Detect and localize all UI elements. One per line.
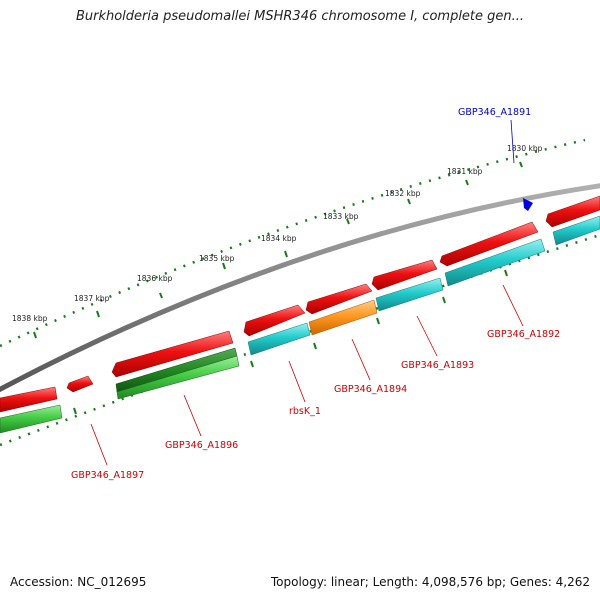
tick-label: 1836 kbp: [137, 274, 173, 283]
cds-feature[interactable]: [444, 238, 546, 287]
cds-feature[interactable]: [552, 215, 600, 246]
gene-feature[interactable]: [66, 375, 94, 393]
tick-label: 1830 kbp: [507, 144, 543, 153]
ruler-track: [0, 138, 586, 348]
gene-label[interactable]: GBP346_A1892: [487, 329, 560, 340]
tick-label: 1834 kbp: [261, 234, 297, 243]
cds-track: [0, 215, 600, 434]
tick-label: 1831 kbp: [447, 167, 483, 176]
cds-feature[interactable]: [0, 404, 63, 434]
cds-feature[interactable]: [375, 277, 444, 312]
gene-track: [0, 195, 600, 413]
cds-feature[interactable]: [116, 355, 240, 400]
gene-feature[interactable]: [545, 195, 600, 228]
map-title: Burkholderia pseudomallei MSHR346 chromo…: [75, 9, 525, 24]
accession-label: Accession: NC_012695: [10, 575, 147, 589]
inner-ruler-major-ticks: [73, 269, 508, 415]
gene-label[interactable]: GBP346_A1896: [165, 440, 238, 451]
ruler-labels: 1830 kbp 1831 kbp 1832 kbp 1833 kbp 1834…: [12, 144, 543, 323]
gene-label[interactable]: GBP346_A1893: [401, 360, 474, 371]
gene-label[interactable]: rbsK_1: [289, 406, 321, 417]
leader-lines: [90, 119, 524, 466]
gene-feature[interactable]: [243, 304, 306, 337]
inner-ruler-track: [0, 233, 600, 447]
gene-labels: GBP346_A1891 GBP346_A1892 GBP346_A1893 G…: [71, 107, 560, 481]
backbone-track: [0, 183, 600, 393]
gene-feature[interactable]: [305, 283, 373, 315]
gene-label[interactable]: GBP346_A1897: [71, 470, 144, 481]
gene-feature[interactable]: [0, 386, 58, 413]
cds-feature[interactable]: [247, 322, 311, 356]
gene-feature[interactable]: [439, 221, 539, 267]
genome-summary-label: Topology: linear; Length: 4,098,576 bp; …: [270, 575, 590, 589]
gene-feature[interactable]: [371, 259, 438, 291]
tick-label: 1835 kbp: [199, 254, 235, 263]
gene-label[interactable]: GBP346_A1894: [334, 384, 407, 395]
ruler-major-ticks: [33, 161, 523, 339]
tick-label: 1833 kbp: [323, 212, 359, 221]
gene-feature[interactable]: [111, 330, 234, 378]
tick-label: 1832 kbp: [385, 189, 421, 198]
tick-label: 1838 kbp: [12, 314, 48, 323]
cds-feature[interactable]: [308, 299, 378, 336]
marker-icon[interactable]: [523, 198, 533, 211]
tick-label: 1837 kbp: [74, 294, 110, 303]
gene-label[interactable]: GBP346_A1891: [458, 107, 531, 118]
